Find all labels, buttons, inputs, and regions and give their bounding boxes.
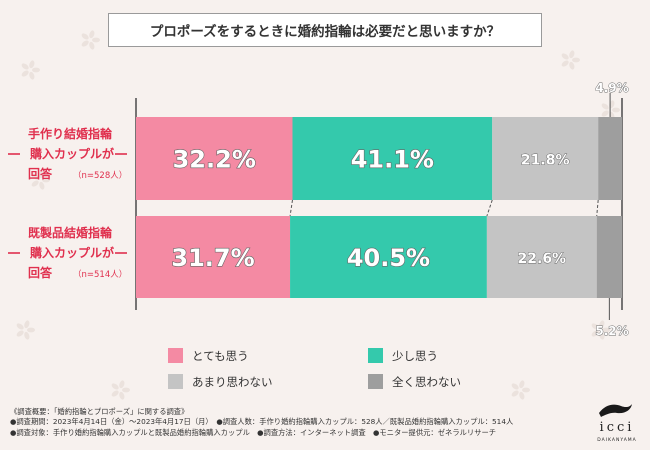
- background-petal-icon: [21, 63, 29, 70]
- connector-line: [289, 199, 293, 217]
- logo-subtitle: DAIKANYAMA: [597, 438, 637, 443]
- icci-logo: icci DAIKANYAMA: [591, 401, 643, 445]
- background-petal-icon: [591, 323, 599, 330]
- background-petal-icon: [599, 320, 605, 329]
- background-petal-icon: [24, 331, 30, 340]
- category-label: 既製品結婚指輪: [28, 225, 113, 240]
- bar-segment: [486, 216, 597, 298]
- background-petal-icon: [599, 331, 605, 340]
- background-petal-icon: [511, 383, 519, 390]
- data-label: 21.8%: [521, 153, 570, 169]
- background-petal-icon: [569, 61, 575, 70]
- legend-label: 全く思わない: [392, 375, 461, 389]
- background-petal-icon: [561, 60, 569, 67]
- background-petal-icon: [119, 391, 125, 400]
- background-petal-icon: [569, 50, 575, 59]
- background-petal-icon: [39, 170, 45, 179]
- legend-swatch: [168, 348, 183, 363]
- background-petal-icon: [561, 53, 569, 60]
- connector-line: [596, 199, 599, 217]
- background-petal-icon: [591, 330, 599, 337]
- background-petal-icon: [519, 380, 525, 389]
- data-label: 5.2%: [595, 324, 628, 338]
- category-label: 回答: [28, 265, 53, 280]
- category-label: 購入カップルが: [29, 245, 114, 260]
- legend-label: とても思う: [192, 349, 249, 363]
- category-label: 購入カップルが: [29, 146, 114, 161]
- background-petal-icon: [16, 323, 24, 330]
- background-petal-icon: [27, 327, 35, 333]
- data-label: 40.5%: [347, 244, 430, 272]
- background-petal-icon: [42, 177, 50, 183]
- bar-segment: [492, 117, 599, 200]
- bar-segment: [292, 117, 493, 200]
- legend-swatch: [368, 348, 383, 363]
- logo-mark-icon: [599, 404, 632, 417]
- background-petal-icon: [21, 70, 29, 77]
- background-petal-icon: [119, 380, 125, 389]
- background-petal-icon: [572, 57, 580, 63]
- legend-label: あまり思わない: [192, 375, 273, 389]
- bar-segment: [136, 117, 293, 200]
- category-label: 手作り結婚指輪: [28, 126, 113, 141]
- background-petal-icon: [24, 320, 30, 329]
- background-petal-icon: [29, 71, 35, 80]
- connector-line: [486, 199, 493, 217]
- background-petal-icon: [111, 383, 119, 390]
- sample-size-label: （n=528人）: [73, 170, 127, 181]
- bar-segment: [598, 117, 622, 200]
- chart-title: プロポーズをするときに婚約指輪は必要だと思いますか？: [108, 13, 542, 47]
- footer-line: 《調査概要：「婚約指輪とプロポーズ」に関する調査》: [10, 407, 189, 416]
- bar-segment: [136, 216, 291, 298]
- background-petal-icon: [32, 67, 40, 73]
- background-petal-icon: [89, 41, 95, 50]
- background-petal-icon: [16, 330, 24, 337]
- footer-line: ●調査対象：手作り婚約指輪購入カップルと既製品婚約指輪購入カップル ●調査方法：…: [10, 427, 497, 437]
- background-petal-icon: [39, 181, 45, 190]
- data-label: 32.2%: [173, 146, 256, 174]
- background-petal-icon: [31, 180, 39, 187]
- background-petal-icon: [601, 103, 609, 110]
- logo-name: icci: [599, 420, 635, 435]
- data-label: 31.7%: [171, 244, 254, 272]
- background-petal-icon: [601, 110, 609, 117]
- background-petal-icon: [612, 107, 620, 113]
- background-petal-icon: [522, 387, 530, 393]
- data-label: 4.9%: [595, 81, 628, 95]
- background-petal-icon: [519, 391, 525, 400]
- chart-title-text: プロポーズをするときに婚約指輪は必要だと思いますか？: [149, 24, 501, 40]
- background-petal-icon: [511, 390, 519, 397]
- data-label: 41.1%: [351, 146, 434, 174]
- legend-label: 少し思う: [392, 349, 438, 363]
- bar-segment: [596, 216, 622, 298]
- background-petal-icon: [81, 40, 89, 47]
- footer-line: ●調査期間：2023年4月14日（金）〜2023年4月17日（月） ●調査人数：…: [10, 417, 514, 427]
- legend-swatch: [368, 374, 383, 389]
- background-petal-icon: [92, 37, 100, 43]
- background-petal-icon: [122, 387, 130, 393]
- sample-size-label: （n=514人）: [73, 269, 127, 280]
- background-petal-icon: [31, 173, 39, 180]
- background-petal-icon: [609, 100, 615, 109]
- category-label: 回答: [28, 166, 53, 181]
- background-petal-icon: [29, 60, 35, 69]
- background-petal-icon: [89, 30, 95, 39]
- background-petal-icon: [602, 327, 610, 333]
- bar-segment: [290, 216, 487, 298]
- background-petal-icon: [81, 33, 89, 40]
- background-petal-icon: [111, 390, 119, 397]
- legend-swatch: [168, 374, 183, 389]
- survey-footer: 《調査概要：「婚約指輪とプロポーズ」に関する調査》 ●調査期間：2023年4月1…: [10, 407, 513, 438]
- data-label: 22.6%: [518, 251, 567, 267]
